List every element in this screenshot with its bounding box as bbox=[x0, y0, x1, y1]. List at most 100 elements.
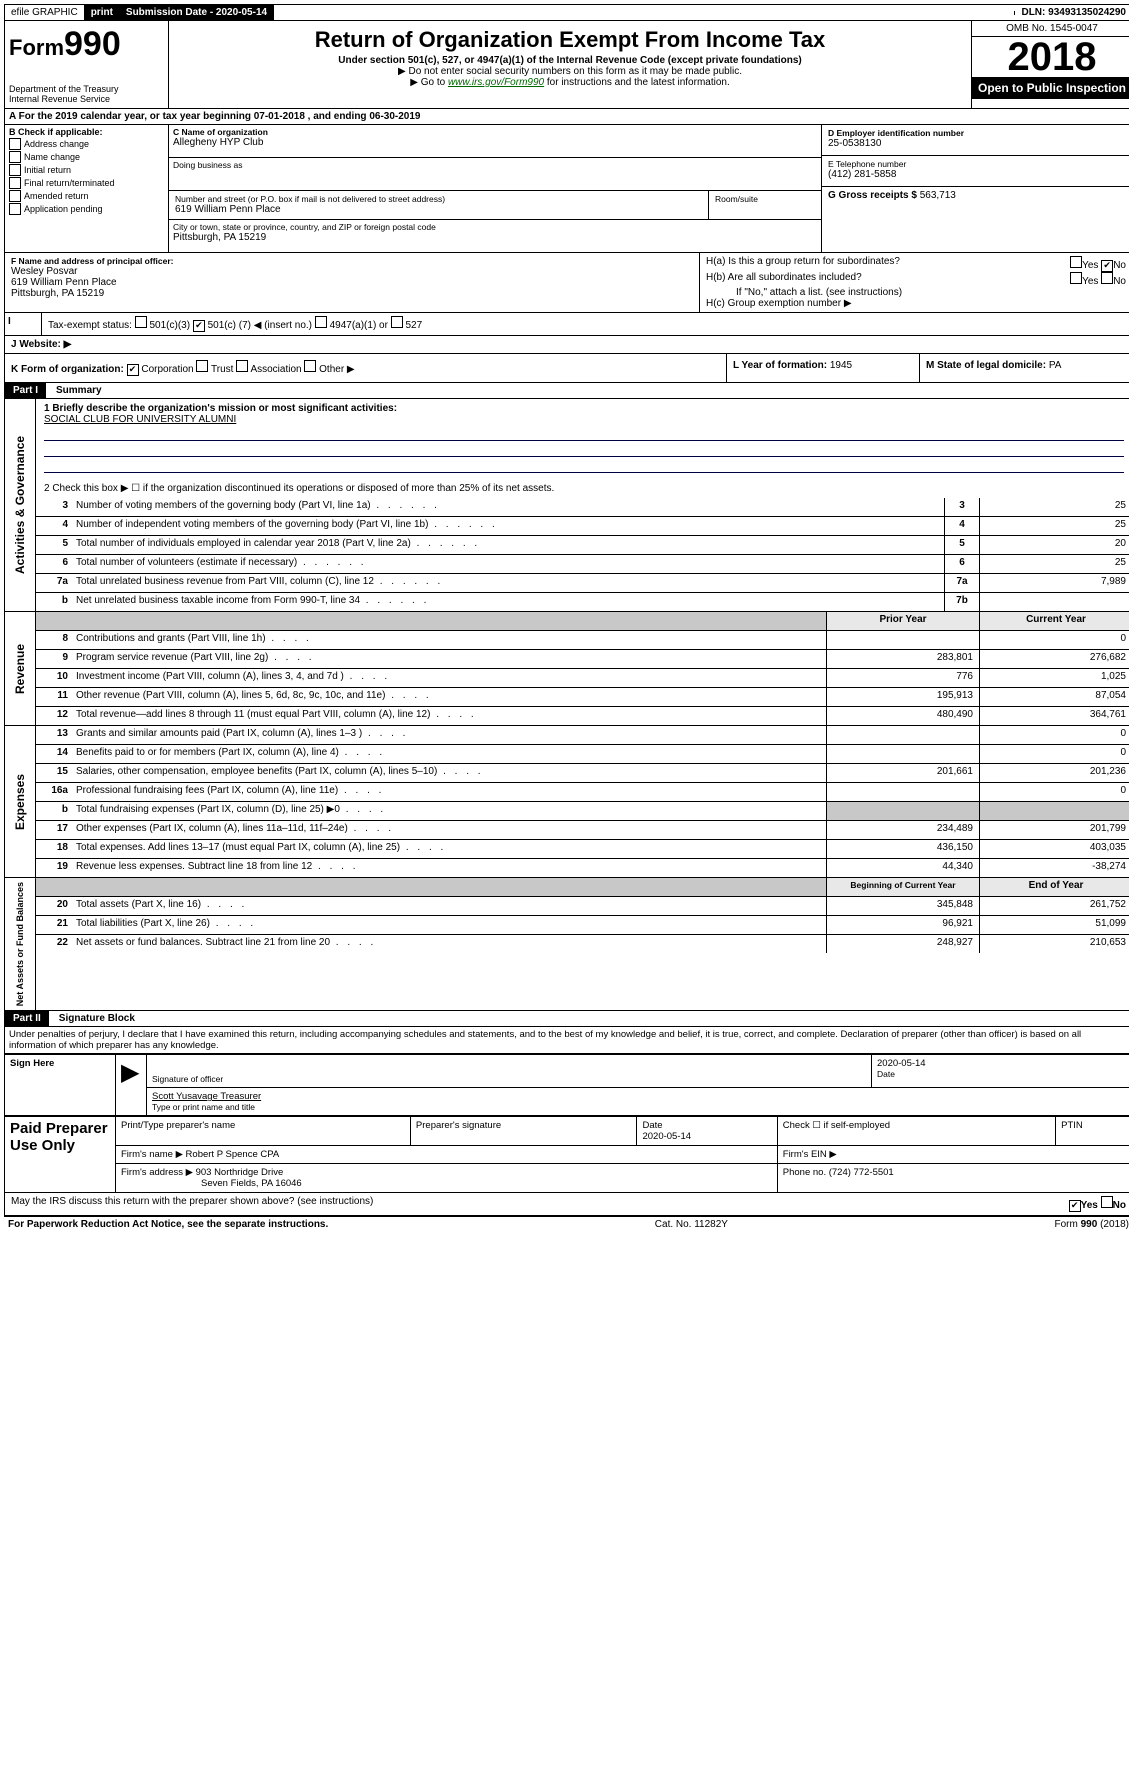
chk-initial-label: Initial return bbox=[24, 165, 71, 175]
print-button[interactable]: print bbox=[85, 5, 120, 20]
prior-val bbox=[826, 631, 979, 649]
part2-title: Signature Block bbox=[49, 1013, 135, 1024]
dba-label: Doing business as bbox=[173, 160, 817, 170]
ref-num: 4 bbox=[944, 517, 979, 535]
line-desc: Net unrelated business taxable income fr… bbox=[72, 593, 944, 611]
current-val: 1,025 bbox=[979, 669, 1129, 687]
chk-name-label: Name change bbox=[24, 152, 80, 162]
sig-date-val: 2020-05-14 bbox=[877, 1058, 1127, 1069]
website-label: J Website: ▶ bbox=[5, 336, 1129, 353]
line-desc: Total fundraising expenses (Part IX, col… bbox=[72, 802, 826, 820]
chk-name[interactable]: Name change bbox=[9, 151, 164, 163]
ha-row: H(a) Is this a group return for subordin… bbox=[706, 256, 1126, 272]
line-num: 8 bbox=[36, 631, 72, 649]
current-val: 51,099 bbox=[979, 916, 1129, 934]
col-prior: Prior Year bbox=[826, 612, 979, 630]
firm-name-label: Firm's name ▶ bbox=[121, 1149, 183, 1160]
table-row: 22 Net assets or fund balances. Subtract… bbox=[36, 935, 1129, 953]
form-number: Form990 bbox=[9, 25, 164, 64]
firm-phone: (724) 772-5501 bbox=[829, 1167, 894, 1178]
gross-label: G Gross receipts $ bbox=[828, 190, 917, 201]
form-subtitle: Under section 501(c), 527, or 4947(a)(1)… bbox=[173, 55, 967, 66]
chk-address[interactable]: Address change bbox=[9, 138, 164, 150]
chk-amended-label: Amended return bbox=[24, 191, 89, 201]
firm-phone-label: Phone no. bbox=[783, 1167, 826, 1178]
table-row: 5 Total number of individuals employed i… bbox=[36, 536, 1129, 555]
note-link-row: ▶ Go to www.irs.gov/Form990 for instruct… bbox=[173, 77, 967, 88]
part2-header: Part II Signature Block bbox=[4, 1011, 1129, 1027]
opt-501c-post: ) ◀ (insert no.) bbox=[248, 320, 312, 331]
line-desc: Number of voting members of the governin… bbox=[72, 498, 944, 516]
line-desc: Contributions and grants (Part VIII, lin… bbox=[72, 631, 826, 649]
opt-501c-pre: 501(c) ( bbox=[208, 320, 242, 331]
prior-val: 436,150 bbox=[826, 840, 979, 858]
q1-label: 1 Briefly describe the organization's mi… bbox=[44, 403, 1124, 414]
q1-val: SOCIAL CLUB FOR UNIVERSITY ALUMNI bbox=[44, 414, 1124, 425]
line-desc: Benefits paid to or for members (Part IX… bbox=[72, 745, 826, 763]
chk-pending[interactable]: Application pending bbox=[9, 203, 164, 215]
room-label: Room/suite bbox=[715, 194, 815, 204]
prep-date-val: 2020-05-14 bbox=[642, 1131, 691, 1142]
chk-amended[interactable]: Amended return bbox=[9, 190, 164, 202]
blank bbox=[72, 878, 826, 896]
prior-val: 248,927 bbox=[826, 935, 979, 953]
box-e: E Telephone number (412) 281-5858 bbox=[822, 156, 1129, 187]
ha-yes: Yes bbox=[1082, 260, 1098, 271]
chk-final[interactable]: Final return/terminated bbox=[9, 177, 164, 189]
preparer-table: Paid Preparer Use Only Print/Type prepar… bbox=[4, 1116, 1129, 1193]
part1-title: Summary bbox=[46, 385, 102, 396]
col-begin: Beginning of Current Year bbox=[826, 878, 979, 896]
chk-initial[interactable]: Initial return bbox=[9, 164, 164, 176]
side-governance: Activities & Governance bbox=[5, 399, 36, 611]
line-desc: Net assets or fund balances. Subtract li… bbox=[72, 935, 826, 953]
prior-val: 44,340 bbox=[826, 859, 979, 877]
current-val: 201,236 bbox=[979, 764, 1129, 782]
form-990-num: 990 bbox=[64, 25, 121, 63]
blank bbox=[36, 612, 72, 630]
prior-val: 96,921 bbox=[826, 916, 979, 934]
table-row: 12 Total revenue—add lines 8 through 11 … bbox=[36, 707, 1129, 725]
hb-yes: Yes bbox=[1082, 276, 1098, 287]
ref-num: 7b bbox=[944, 593, 979, 611]
line-desc: Other revenue (Part VIII, column (A), li… bbox=[72, 688, 826, 706]
tax-status-label: Tax-exempt status: bbox=[48, 320, 132, 331]
current-val: 364,761 bbox=[979, 707, 1129, 725]
line-desc: Revenue less expenses. Subtract line 18 … bbox=[72, 859, 826, 877]
ha-no: No bbox=[1113, 260, 1126, 271]
firm-phone-cell: Phone no. (724) 772-5501 bbox=[777, 1164, 1129, 1193]
current-val: -38,274 bbox=[979, 859, 1129, 877]
line-num: b bbox=[36, 802, 72, 820]
box-i-row: I Tax-exempt status: 501(c)(3) ✔ 501(c) … bbox=[4, 313, 1129, 336]
header-right: OMB No. 1545-0047 2018 Open to Public In… bbox=[971, 21, 1129, 108]
sign-table: Sign Here ▶ Signature of officer 2020-05… bbox=[4, 1054, 1129, 1116]
header-left: Form990 Department of the Treasury Inter… bbox=[5, 21, 169, 108]
table-row: 10 Investment income (Part VIII, column … bbox=[36, 669, 1129, 688]
current-val: 261,752 bbox=[979, 897, 1129, 915]
table-row: 17 Other expenses (Part IX, column (A), … bbox=[36, 821, 1129, 840]
boxes-b-g: B Check if applicable: Address change Na… bbox=[4, 125, 1129, 253]
firm-addr-cell: Firm's address ▶ 903 Northridge Drive Se… bbox=[116, 1164, 778, 1193]
line-num: 14 bbox=[36, 745, 72, 763]
officer-name: Wesley Posvar bbox=[11, 266, 693, 277]
discuss-yes: Yes bbox=[1081, 1200, 1098, 1211]
line-num: 20 bbox=[36, 897, 72, 915]
firm-ein-label: Firm's EIN ▶ bbox=[777, 1146, 1129, 1164]
side-net: Net Assets or Fund Balances bbox=[5, 878, 36, 1010]
open-public: Open to Public Inspection bbox=[972, 77, 1129, 99]
revenue-section: Revenue Prior Year Current Year 8 Contri… bbox=[4, 612, 1129, 726]
city-val: Pittsburgh, PA 15219 bbox=[173, 232, 817, 243]
footer-left: For Paperwork Reduction Act Notice, see … bbox=[8, 1219, 328, 1230]
prior-val: 480,490 bbox=[826, 707, 979, 725]
table-row: 3 Number of voting members of the govern… bbox=[36, 498, 1129, 517]
officer-printed-label: Type or print name and title bbox=[152, 1102, 1127, 1112]
irs-link[interactable]: www.irs.gov/Form990 bbox=[448, 77, 544, 88]
domicile-label: M State of legal domicile: bbox=[926, 360, 1046, 371]
line-val bbox=[979, 593, 1129, 611]
col-current: Current Year bbox=[979, 612, 1129, 630]
current-val: 0 bbox=[979, 745, 1129, 763]
ref-num: 3 bbox=[944, 498, 979, 516]
form-header: Form990 Department of the Treasury Inter… bbox=[4, 21, 1129, 109]
table-row: 21 Total liabilities (Part X, line 26) .… bbox=[36, 916, 1129, 935]
lines-3-7: 3 Number of voting members of the govern… bbox=[36, 498, 1129, 611]
table-row: 11 Other revenue (Part VIII, column (A),… bbox=[36, 688, 1129, 707]
